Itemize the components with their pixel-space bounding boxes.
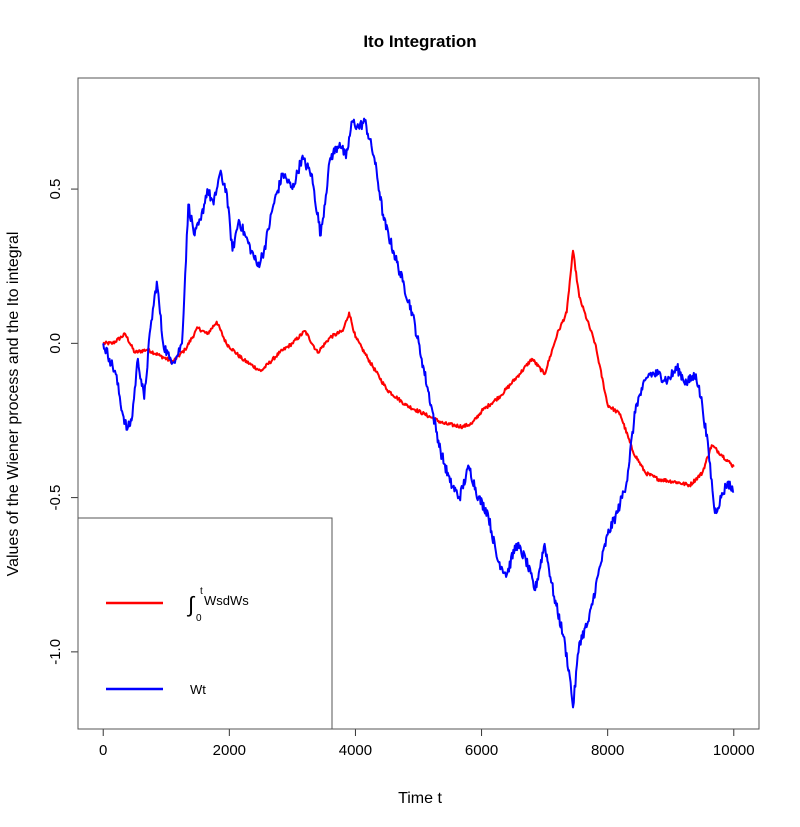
- legend-integral-sign: ∫: [186, 592, 196, 617]
- y-tick-label: 0.0: [47, 333, 64, 354]
- plot-frame: [77, 77, 760, 730]
- legend-integral-lower: 0: [196, 613, 202, 624]
- x-tick-label: 2000: [213, 742, 246, 759]
- y-tick-label: -1.0: [47, 639, 64, 665]
- x-tick-label: 8000: [591, 742, 624, 759]
- x-tick-label: 10000: [713, 742, 755, 759]
- y-axis-label: Values of the Wiener process and the Ito…: [5, 232, 22, 577]
- y-tick-label: 0.5: [47, 179, 64, 200]
- x-tick-label: 4000: [339, 742, 372, 759]
- x-tick-label: 6000: [465, 742, 498, 759]
- x-axis-label: Time t: [398, 790, 442, 807]
- legend-integral-upper: t: [200, 586, 203, 597]
- y-tick-label: -0.5: [47, 485, 64, 511]
- legend-integral-label: WsdWs: [204, 593, 249, 608]
- legend: ∫ t 0 WsdWs Wt: [77, 517, 333, 730]
- legend-wt-label: Wt: [190, 682, 206, 697]
- series-wiener-process-line: [102, 117, 735, 709]
- legend-box: [77, 517, 333, 730]
- x-tick-label: 0: [99, 742, 107, 759]
- chart-title: Ito Integration: [363, 32, 476, 51]
- series-ito-integral-line: [102, 249, 735, 488]
